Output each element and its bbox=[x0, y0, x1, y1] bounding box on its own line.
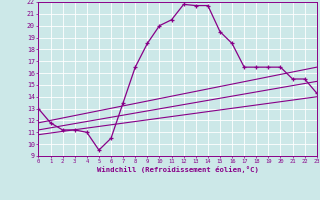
X-axis label: Windchill (Refroidissement éolien,°C): Windchill (Refroidissement éolien,°C) bbox=[97, 166, 259, 173]
